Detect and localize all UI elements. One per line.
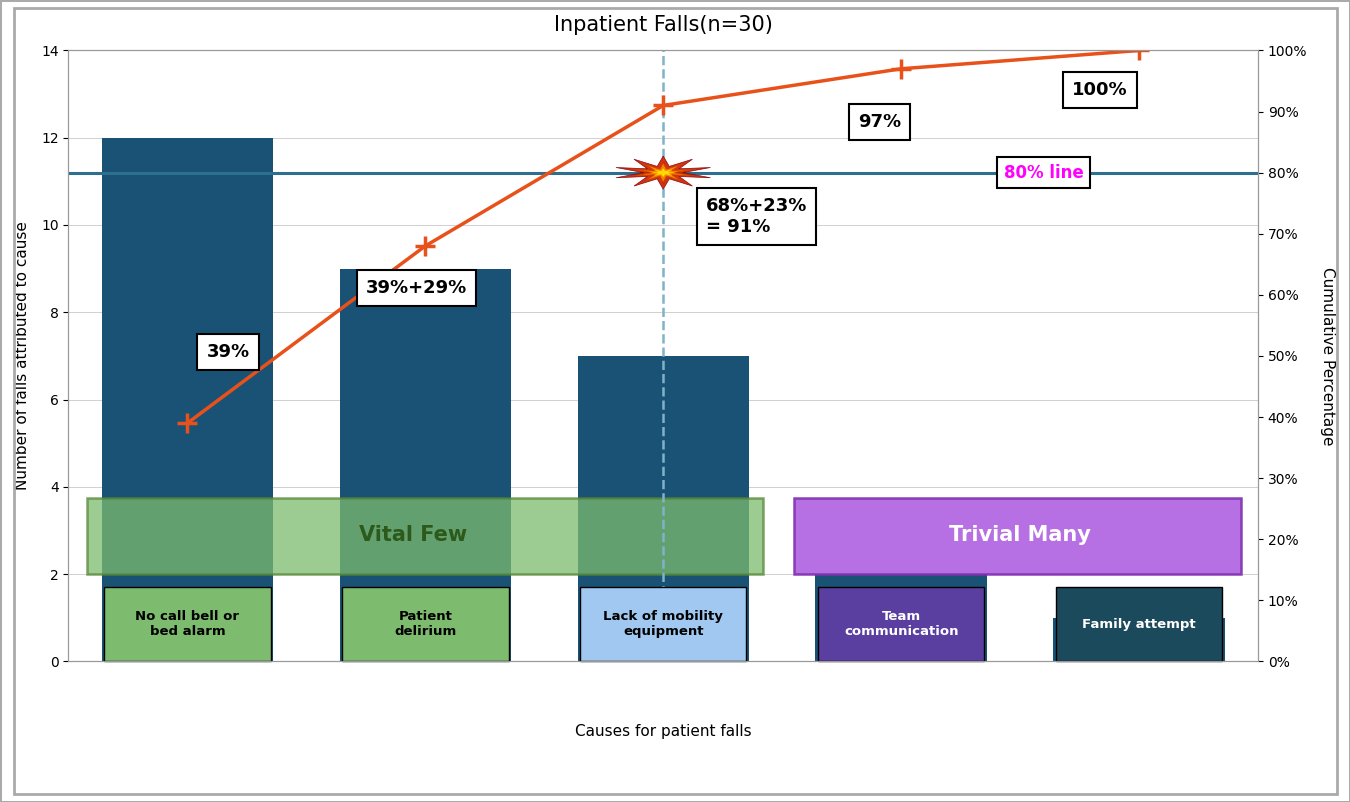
Text: No call bell or
bed alarm: No call bell or bed alarm <box>135 610 239 638</box>
FancyBboxPatch shape <box>818 587 984 662</box>
FancyBboxPatch shape <box>794 498 1242 574</box>
Bar <box>340 269 510 662</box>
Polygon shape <box>616 156 710 189</box>
FancyBboxPatch shape <box>1056 587 1222 662</box>
FancyBboxPatch shape <box>104 587 271 662</box>
FancyBboxPatch shape <box>580 587 747 662</box>
Text: 39%+29%: 39%+29% <box>366 279 467 298</box>
FancyBboxPatch shape <box>88 498 763 574</box>
Bar <box>1053 618 1224 662</box>
Title: Inpatient Falls(n=30): Inpatient Falls(n=30) <box>554 15 772 35</box>
FancyBboxPatch shape <box>342 587 509 662</box>
Text: Family attempt: Family attempt <box>1083 618 1196 631</box>
Text: Patient
delirium: Patient delirium <box>394 610 456 638</box>
Polygon shape <box>636 163 691 182</box>
Text: 80% line: 80% line <box>1004 164 1084 181</box>
Text: Vital Few: Vital Few <box>359 525 467 545</box>
Text: 68%+23%
= 91%: 68%+23% = 91% <box>706 196 807 236</box>
Polygon shape <box>651 168 676 177</box>
Bar <box>578 356 749 662</box>
X-axis label: Causes for patient falls: Causes for patient falls <box>575 724 752 739</box>
Text: Lack of mobility
equipment: Lack of mobility equipment <box>603 610 724 638</box>
Bar <box>815 574 987 662</box>
Text: 100%: 100% <box>1072 81 1129 99</box>
Text: Trivial Many: Trivial Many <box>949 525 1091 545</box>
Text: 97%: 97% <box>859 113 902 132</box>
Y-axis label: Cumulative Percentage: Cumulative Percentage <box>1320 266 1335 445</box>
Text: Team
communication: Team communication <box>844 610 958 638</box>
Text: 39%: 39% <box>207 342 250 361</box>
Bar <box>101 138 273 662</box>
Y-axis label: Number of falls attributed to cause: Number of falls attributed to cause <box>15 221 30 490</box>
